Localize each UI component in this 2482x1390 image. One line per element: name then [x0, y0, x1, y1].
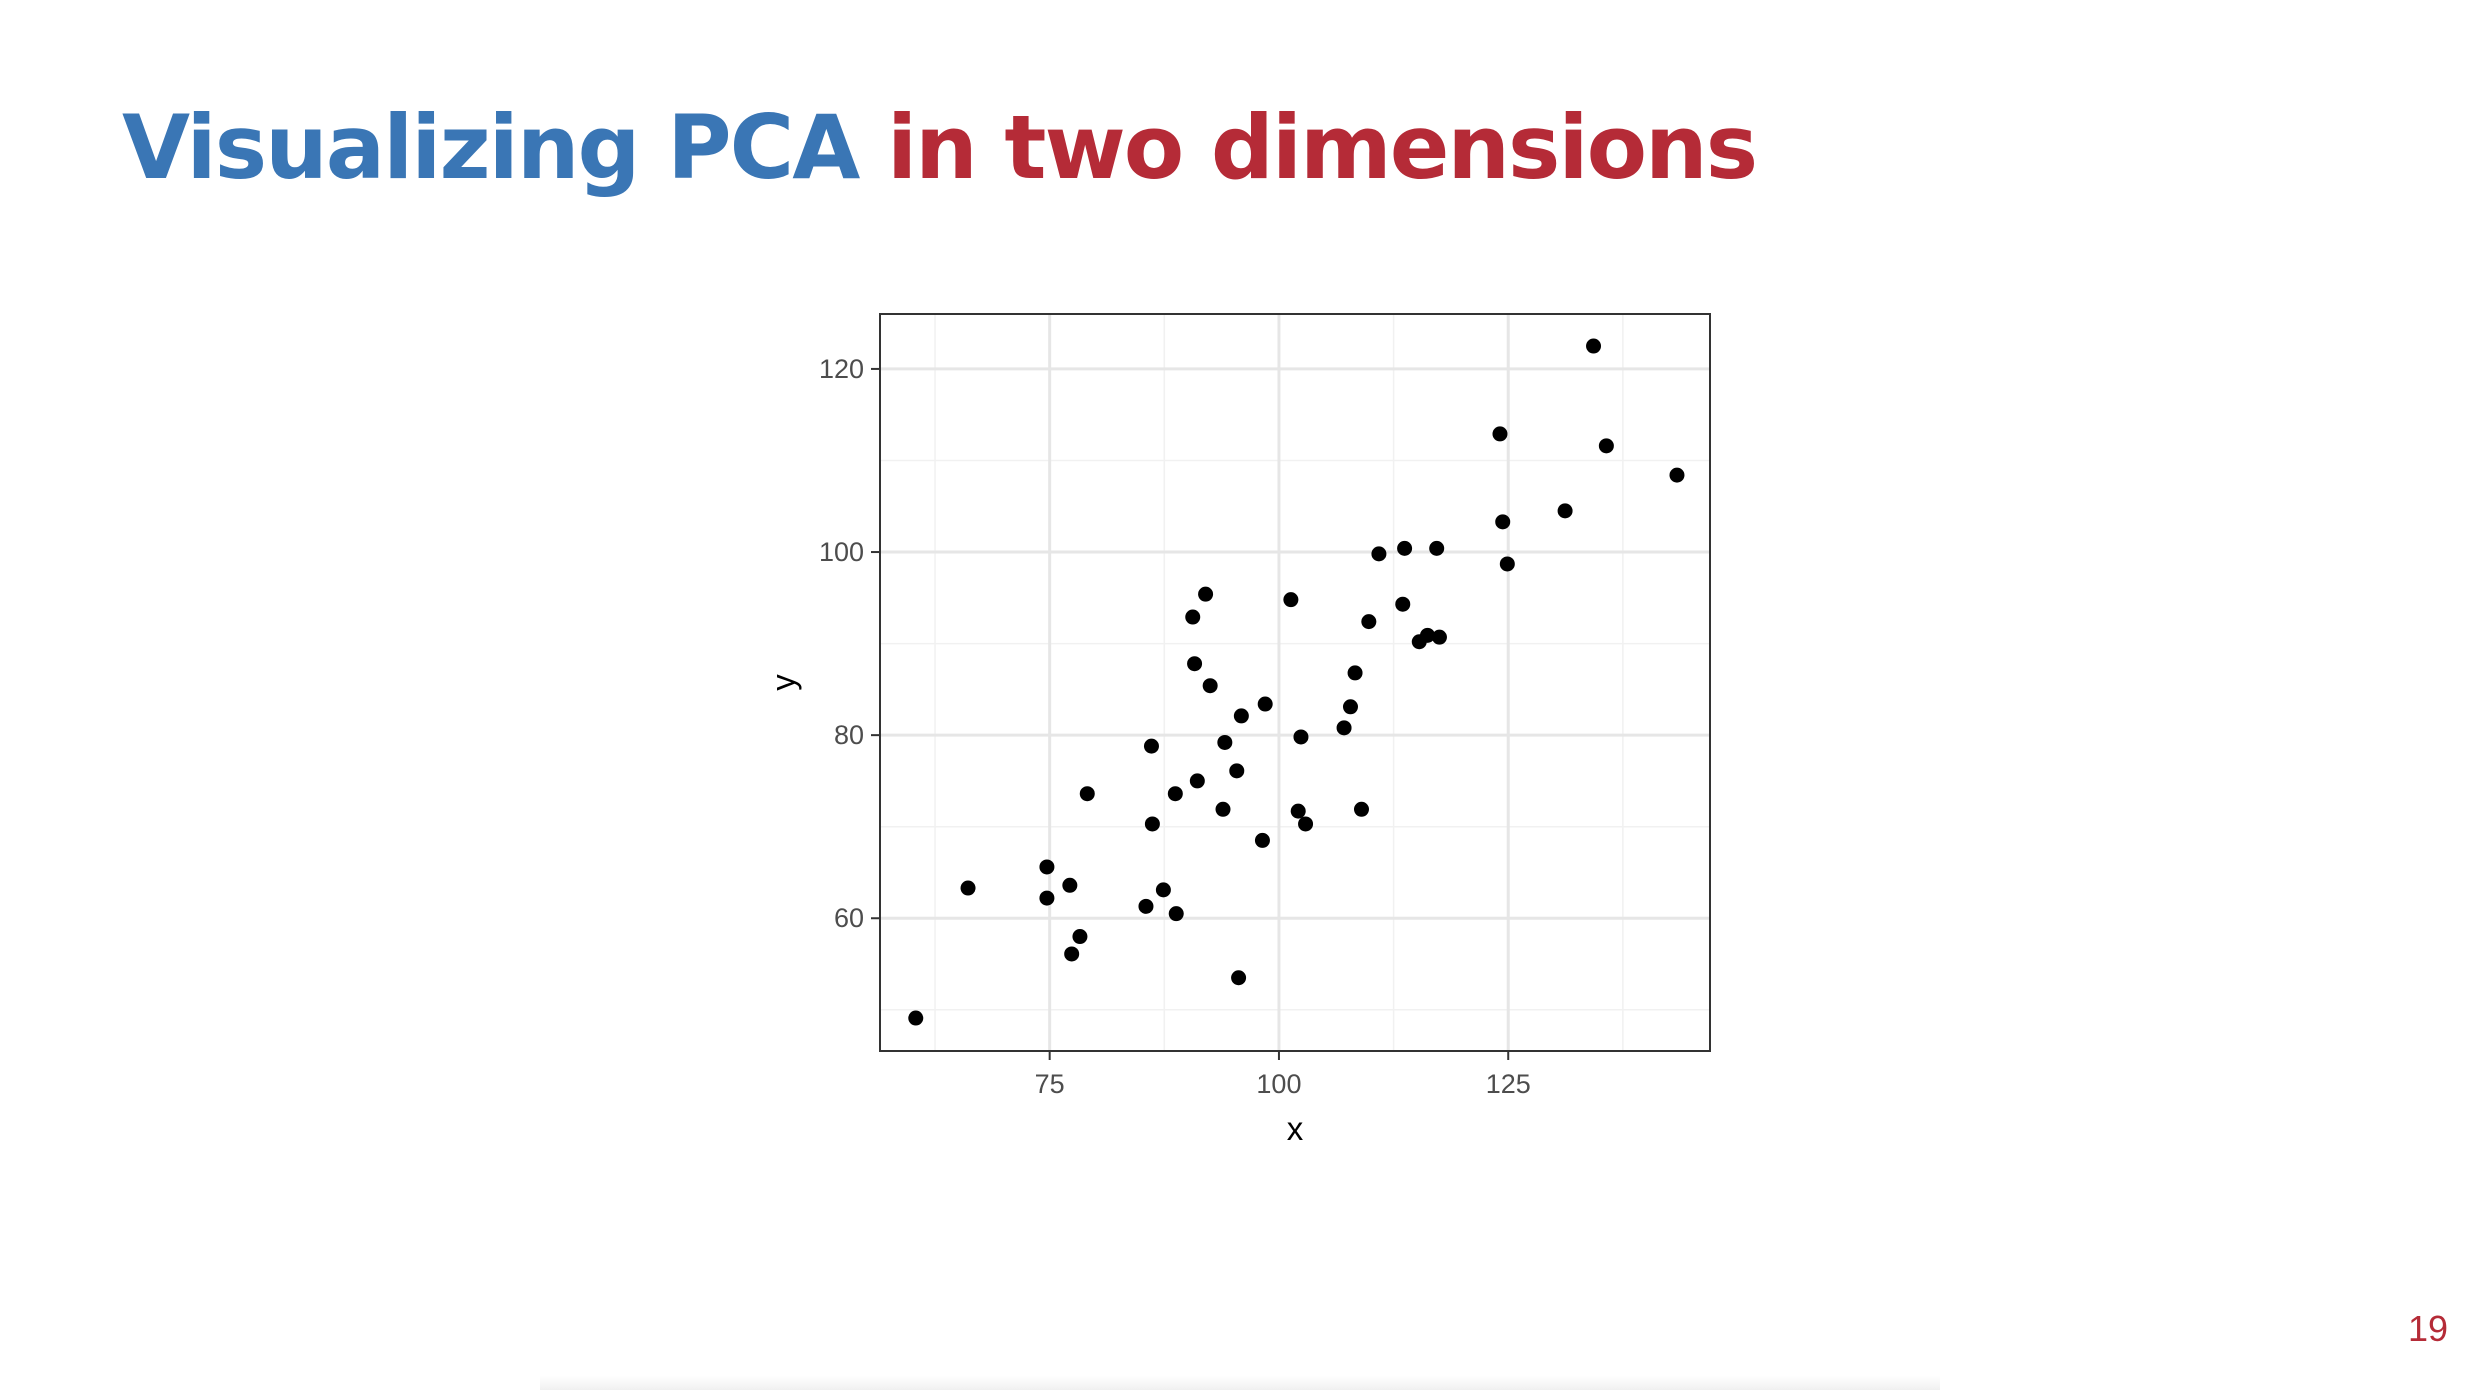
data-point [1348, 665, 1363, 680]
page-number: 19 [2408, 1308, 2448, 1350]
data-point [1343, 699, 1358, 714]
data-point [1138, 899, 1153, 914]
data-point [1231, 970, 1246, 985]
data-point [1255, 833, 1270, 848]
data-point [1397, 541, 1412, 556]
data-point [1039, 859, 1054, 874]
data-point [1190, 773, 1205, 788]
data-point [1187, 656, 1202, 671]
data-point [908, 1011, 923, 1026]
x-tick-label: 100 [1256, 1069, 1301, 1099]
data-point [1217, 735, 1232, 750]
data-point [1198, 587, 1213, 602]
data-point [1062, 878, 1077, 893]
data-point [1669, 468, 1684, 483]
x-tick-label: 125 [1486, 1069, 1531, 1099]
data-point [1291, 804, 1306, 819]
data-point [1145, 816, 1160, 831]
data-point [1258, 697, 1273, 712]
data-point [1429, 541, 1444, 556]
x-tick-label: 75 [1035, 1069, 1065, 1099]
data-point [1072, 929, 1087, 944]
data-point [1144, 739, 1159, 754]
data-point [1064, 946, 1079, 961]
data-point [1361, 614, 1376, 629]
data-point [961, 881, 976, 896]
data-point [1599, 438, 1614, 453]
y-axis-title: y [765, 674, 802, 691]
y-tick-label: 120 [819, 354, 864, 384]
data-point [1432, 630, 1447, 645]
y-tick-label: 100 [819, 537, 864, 567]
data-point [1495, 514, 1510, 529]
data-point [1168, 786, 1183, 801]
data-point [1395, 597, 1410, 612]
data-point [1293, 729, 1308, 744]
data-point [1185, 610, 1200, 625]
data-point [1492, 426, 1507, 441]
data-point [1169, 906, 1184, 921]
data-point [1080, 786, 1095, 801]
y-tick-label: 60 [834, 903, 864, 933]
data-point [1229, 763, 1244, 778]
data-point [1039, 891, 1054, 906]
data-point [1216, 802, 1231, 817]
x-axis-title: x [1287, 1110, 1304, 1147]
footer-shadow [540, 1376, 1940, 1390]
data-point [1371, 546, 1386, 561]
data-point [1283, 592, 1298, 607]
y-tick-label: 80 [834, 720, 864, 750]
data-point [1558, 503, 1573, 518]
data-point [1203, 678, 1218, 693]
data-point [1586, 339, 1601, 354]
plot-panel-background [880, 314, 1710, 1051]
data-point [1337, 720, 1352, 735]
data-point [1500, 556, 1515, 571]
data-point [1234, 708, 1249, 723]
grid-lines [880, 314, 1710, 1051]
data-point [1298, 816, 1313, 831]
data-point [1156, 882, 1171, 897]
data-point [1354, 802, 1369, 817]
